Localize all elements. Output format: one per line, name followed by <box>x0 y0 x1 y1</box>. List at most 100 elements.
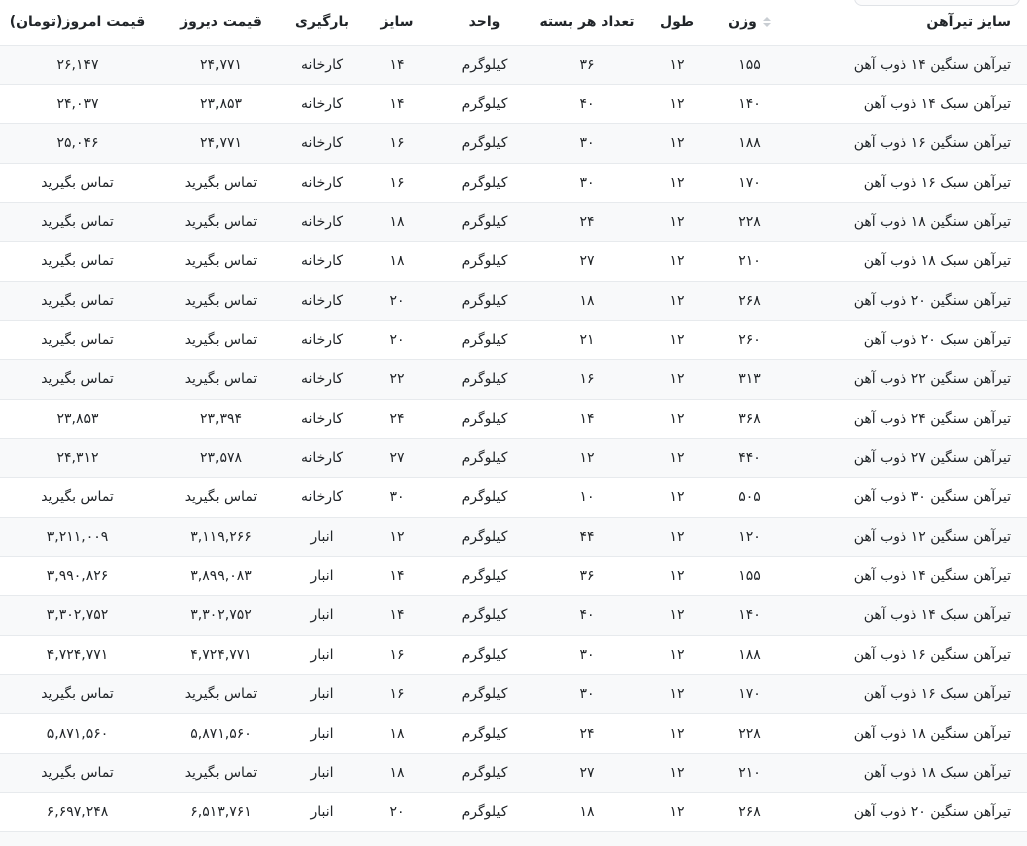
cell-size: ۱۸ <box>389 253 405 270</box>
cell-loading: کارخانه <box>300 56 343 73</box>
table-row: تیرآهن سنگین ۲۰ ذوب آهن ۲۶۸ ۱۲ ۱۸ کیلوگرم ۲۰ ک… <box>0 281 1027 321</box>
column-header-length: طول <box>642 0 712 45</box>
cell-count: ۲۴ <box>579 725 595 742</box>
cell-size: ۱۶ <box>389 646 405 663</box>
cell-name: تیرآهن سنگین ۱۴ ذوب آهن <box>853 56 1011 73</box>
cell-weight: ۱۴۰ <box>738 96 761 113</box>
cell-unit: کیلوگرم <box>461 686 508 703</box>
cell-yesterday: ۵,۸۷۱,۵۶۰ <box>190 725 252 742</box>
cell-count: ۲۷ <box>579 253 595 270</box>
cell-weight: ۴۴۰ <box>738 450 761 467</box>
cell-name: تیرآهن سبک ۱۴ ذوب آهن <box>863 96 1011 113</box>
cell-today: ۲۴,۳۱۲ <box>56 450 99 467</box>
cell-loading: انبار <box>310 764 334 781</box>
column-label: سایز تیرآهن <box>926 14 1011 31</box>
cell-count: ۳۰ <box>579 646 595 663</box>
table-row-partial <box>0 831 1027 846</box>
cell-yesterday <box>155 832 287 846</box>
column-header-count: تعداد هر بسته <box>532 0 642 45</box>
cell-size: ۱۲ <box>389 528 405 545</box>
cell-length: ۱۲ <box>669 135 685 152</box>
cell-name: تیرآهن سنگین ۱۲ ذوب آهن <box>853 528 1011 545</box>
cell-length: ۱۲ <box>669 292 685 309</box>
cell-count: ۴۰ <box>579 96 595 113</box>
table-row: تیرآهن سبک ۱۶ ذوب آهن ۱۷۰ ۱۲ ۳۰ کیلوگرم ۱۶ انب… <box>0 674 1027 714</box>
table-row: تیرآهن سنگین ۱۸ ذوب آهن ۲۲۸ ۱۲ ۲۴ کیلوگرم ۱۸ ا… <box>0 713 1027 754</box>
cell-name: تیرآهن سنگین ۱۴ ذوب آهن <box>853 568 1011 585</box>
cell-unit <box>437 832 532 846</box>
table-row: تیرآهن سنگین ۱۲ ذوب آهن ۱۲۰ ۱۲ ۴۴ کیلوگرم ۱۲ ا… <box>0 517 1027 557</box>
cell-today: تماس بگیرید <box>41 489 114 506</box>
cell-count: ۱۲ <box>579 450 595 467</box>
cell-today: تماس بگیرید <box>41 371 114 388</box>
search-input[interactable] <box>854 0 1020 6</box>
cell-size: ۳۰ <box>389 489 405 506</box>
column-header-name: سایز تیرآهن <box>787 0 1027 45</box>
column-header-yesterday: قیمت دیروز <box>155 0 287 45</box>
cell-yesterday: ۴,۷۲۴,۷۷۱ <box>190 646 252 663</box>
cell-yesterday: تماس بگیرید <box>184 371 258 388</box>
table-row: تیرآهن سنگین ۲۷ ذوب آهن ۴۴۰ ۱۲ ۱۲ کیلوگرم ۲۷ ک… <box>0 438 1027 478</box>
table-row: تیرآهن سنگین ۱۶ ذوب آهن ۱۸۸ ۱۲ ۳۰ کیلوگرم ۱۶ ک… <box>0 123 1027 164</box>
table-body: تیرآهن سنگین ۱۴ ذوب آهن ۱۵۵ ۱۲ ۳۶ کیلوگرم ۱۴ ک… <box>0 45 1027 846</box>
cell-count: ۳۰ <box>579 135 595 152</box>
cell-count: ۱۸ <box>579 292 595 309</box>
cell-weight: ۱۴۰ <box>738 607 761 624</box>
cell-yesterday: تماس بگیرید <box>184 489 258 506</box>
cell-today: تماس بگیرید <box>41 332 114 349</box>
cell-weight: ۳۱۳ <box>738 371 761 388</box>
cell-weight: ۲۱۰ <box>738 764 761 781</box>
cell-yesterday: تماس بگیرید <box>184 253 258 270</box>
column-label: سایز <box>380 14 414 31</box>
column-label: وزن <box>728 14 757 31</box>
cell-name <box>787 832 1027 846</box>
cell-weight: ۲۶۸ <box>738 804 761 821</box>
cell-unit: کیلوگرم <box>461 725 508 742</box>
cell-yesterday: تماس بگیرید <box>184 332 258 349</box>
cell-loading: کارخانه <box>300 174 343 191</box>
cell-loading: کارخانه <box>300 96 343 113</box>
cell-name: تیرآهن سنگین ۱۸ ذوب آهن <box>853 725 1011 742</box>
cell-loading: انبار <box>310 646 334 663</box>
cell-length: ۱۲ <box>669 568 685 585</box>
column-header-size: سایز <box>357 0 437 45</box>
cell-today: ۶,۶۹۷,۲۴۸ <box>46 804 109 821</box>
cell-count: ۲۴ <box>579 214 595 231</box>
cell-weight: ۱۲۰ <box>738 528 761 545</box>
cell-length: ۱۲ <box>669 174 685 191</box>
cell-length: ۱۲ <box>669 725 685 742</box>
table-row: تیرآهن سنگین ۱۸ ذوب آهن ۲۲۸ ۱۲ ۲۴ کیلوگرم ۱۸ ک… <box>0 202 1027 242</box>
cell-yesterday: ۲۳,۳۹۴ <box>199 410 243 427</box>
cell-count: ۳۰ <box>579 686 595 703</box>
cell-name: تیرآهن سنگین ۲۴ ذوب آهن <box>853 410 1011 427</box>
column-label: قیمت دیروز <box>180 14 262 31</box>
cell-size: ۱۶ <box>389 686 405 703</box>
cell-today: تماس بگیرید <box>41 253 114 270</box>
column-header-weight[interactable]: وزن <box>712 0 787 45</box>
cell-unit: کیلوگرم <box>461 607 508 624</box>
cell-yesterday: ۲۳,۸۵۳ <box>199 96 243 113</box>
cell-weight: ۱۵۵ <box>738 56 761 73</box>
column-label: طول <box>659 14 695 31</box>
cell-yesterday: تماس بگیرید <box>184 214 258 231</box>
cell-loading: کارخانه <box>300 332 343 349</box>
cell-name: تیرآهن سبک ۱۸ ذوب آهن <box>863 764 1011 781</box>
cell-count: ۳۶ <box>579 56 595 73</box>
cell-length: ۱۲ <box>669 96 685 113</box>
cell-count: ۲۱ <box>579 332 595 349</box>
cell-today: تماس بگیرید <box>41 292 114 309</box>
cell-loading: کارخانه <box>300 489 343 506</box>
cell-name: تیرآهن سبک ۱۴ ذوب آهن <box>863 607 1011 624</box>
cell-unit: کیلوگرم <box>461 332 508 349</box>
cell-today <box>0 832 155 846</box>
cell-size <box>357 832 437 846</box>
sort-icon[interactable] <box>762 17 771 28</box>
cell-count: ۱۶ <box>579 371 595 388</box>
cell-length: ۱۲ <box>669 253 685 270</box>
cell-yesterday: ۶,۵۱۳,۷۶۱ <box>190 804 252 821</box>
cell-loading: کارخانه <box>300 450 343 467</box>
cell-count: ۱۸ <box>579 804 595 821</box>
cell-weight: ۲۱۰ <box>738 253 761 270</box>
table-row: تیرآهن سنگین ۲۴ ذوب آهن ۳۶۸ ۱۲ ۱۴ کیلوگرم ۲۴ ک… <box>0 399 1027 439</box>
